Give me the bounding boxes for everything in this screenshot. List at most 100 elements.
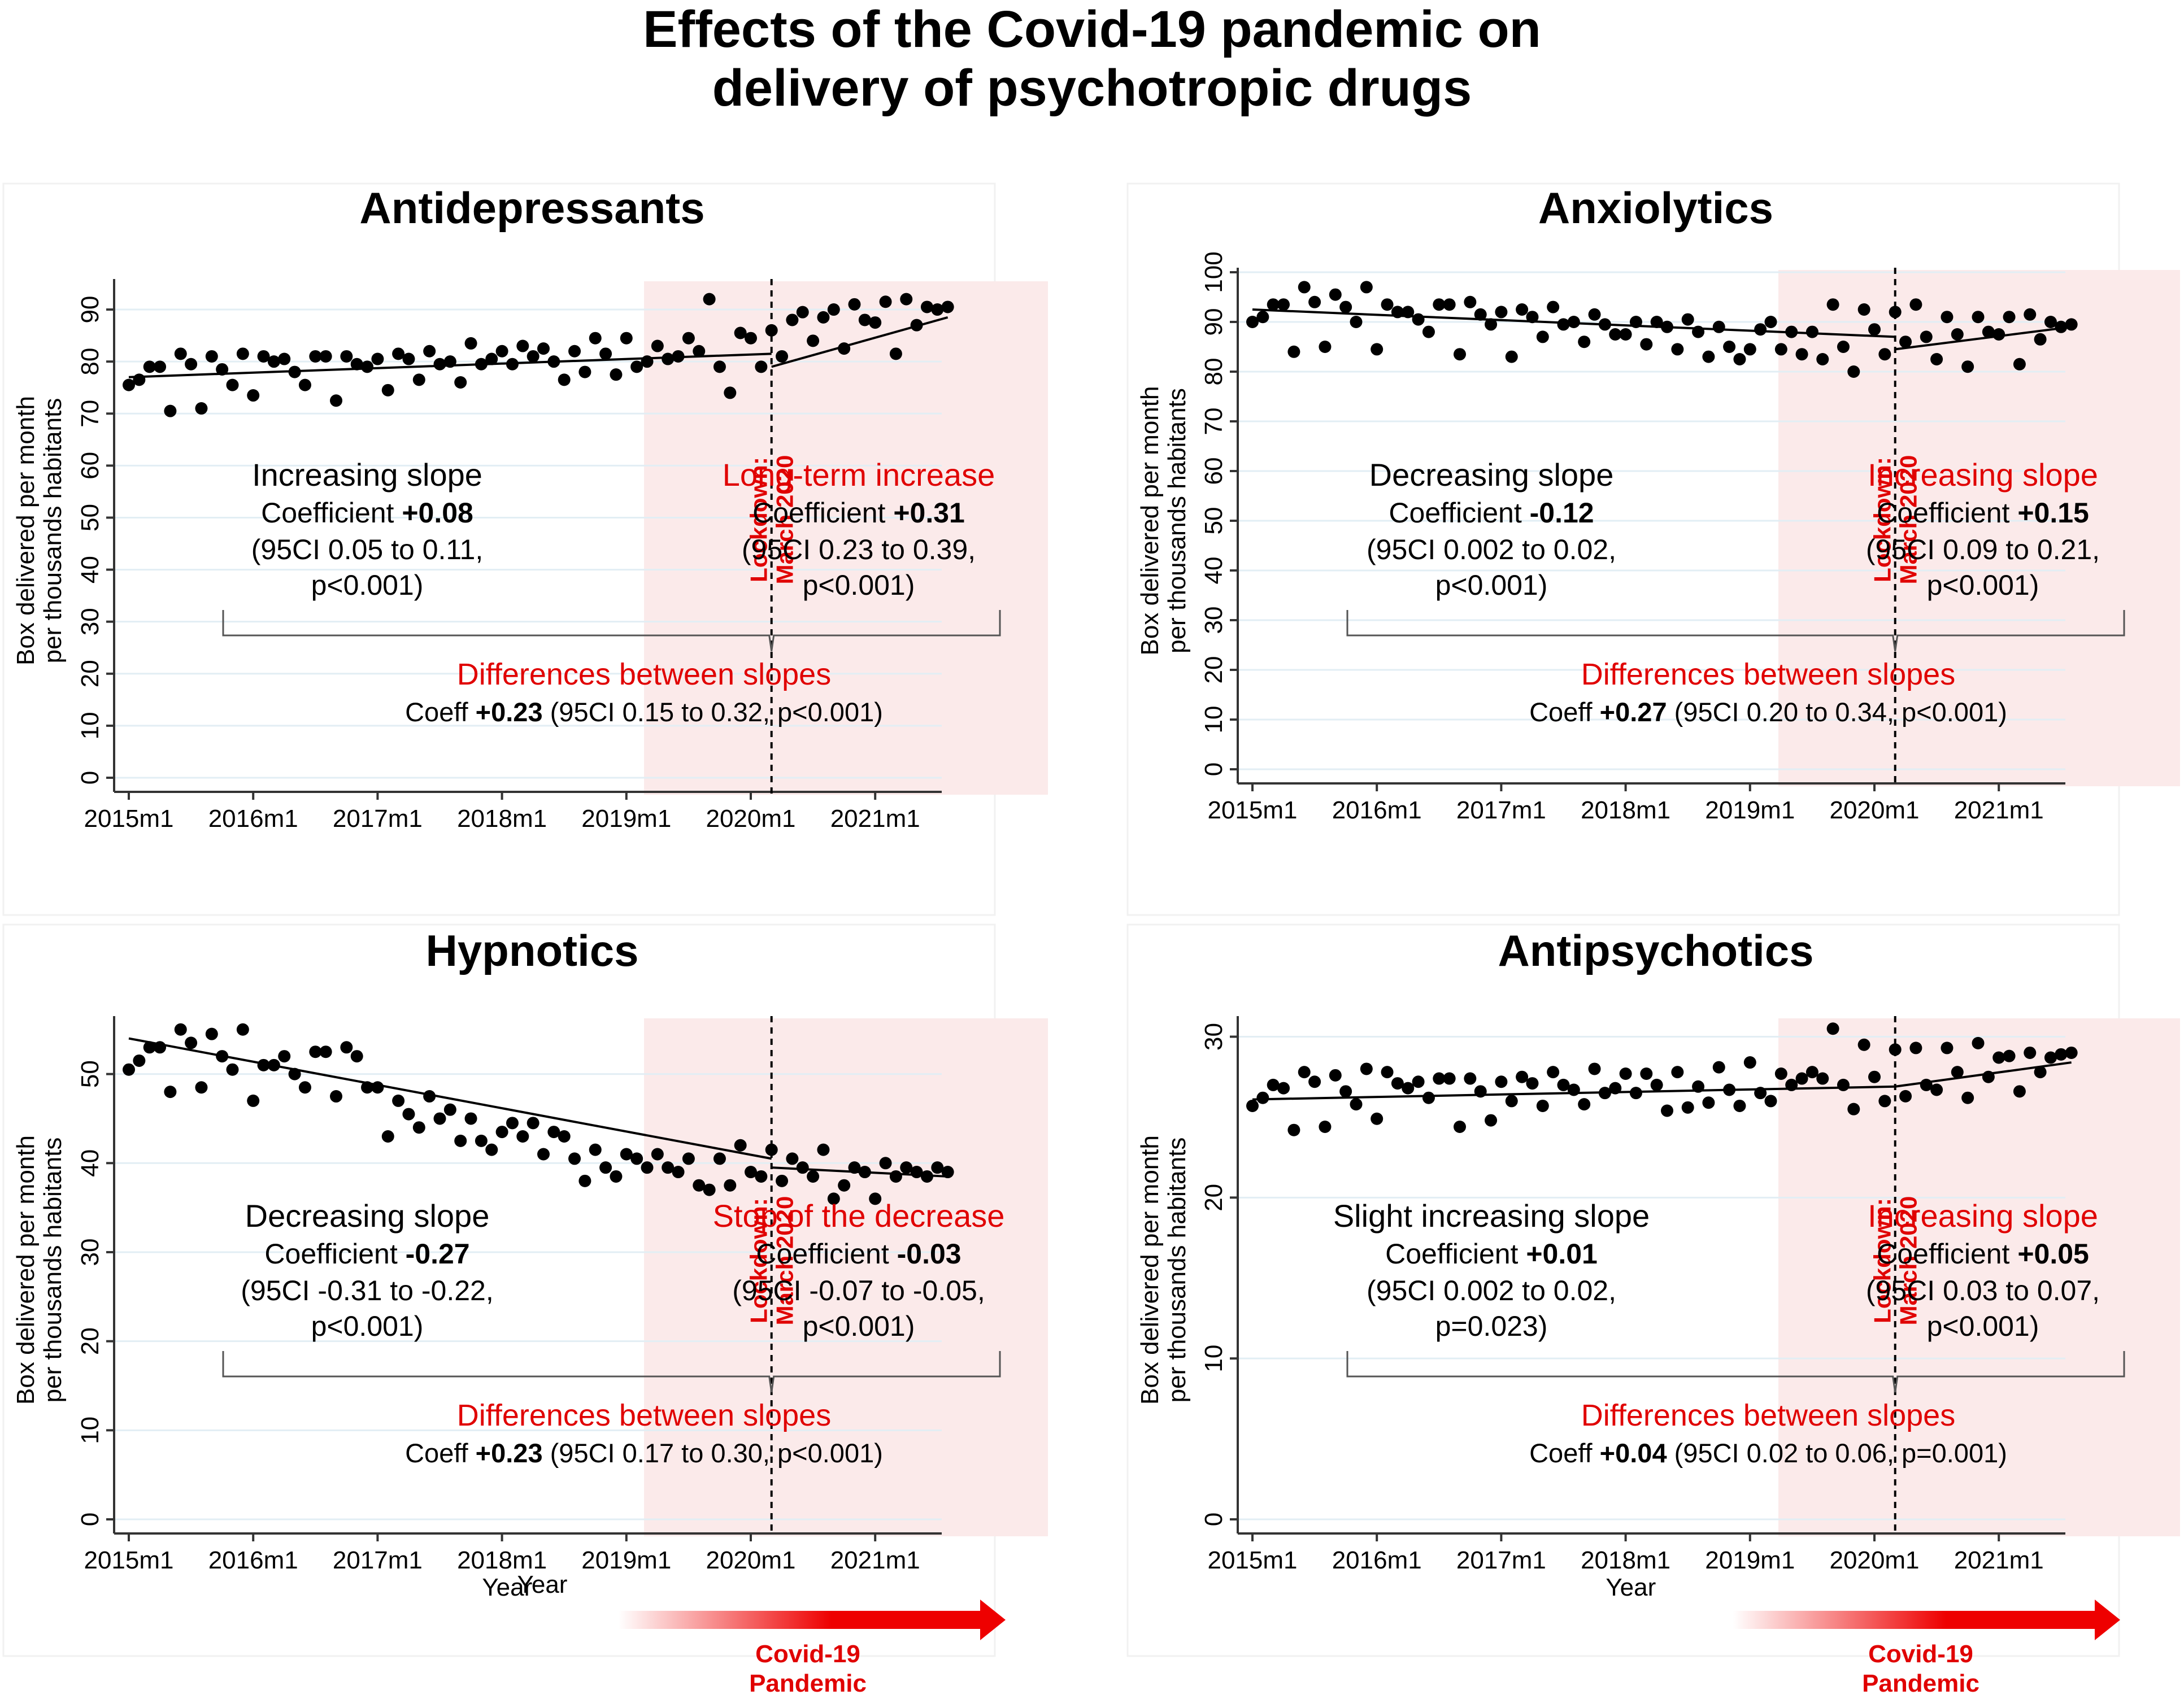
data-point (1909, 298, 1922, 311)
data-point (1764, 1095, 1777, 1108)
left-annotation-p: p=0.023) (1435, 1310, 1548, 1342)
data-point (1909, 1042, 1922, 1055)
slope-brace (1346, 610, 2125, 652)
data-point (1516, 1070, 1529, 1083)
right-annotation-ci: (95CI -0.07 to -0.05, (732, 1275, 985, 1306)
left-annotation-ci: (95CI -0.31 to -0.22, (241, 1275, 493, 1306)
data-point (2055, 320, 2068, 333)
data-point (1308, 1075, 1321, 1088)
chart-panel-1: 0 10 20 30 40 50 60 70 80 90 Box delivered per mon… (2, 182, 1048, 916)
data-point (589, 332, 602, 345)
x-tick-label: 2016m1 (208, 805, 298, 833)
data-point (1578, 1098, 1591, 1111)
data-point (1681, 313, 1694, 326)
data-point (330, 1090, 342, 1103)
data-point (236, 1023, 249, 1036)
x-tick-label: 2018m1 (1581, 796, 1670, 824)
data-point (1547, 1066, 1560, 1079)
data-point (247, 389, 260, 402)
data-point (1433, 298, 1446, 311)
data-point (1495, 306, 1508, 319)
data-point (1308, 295, 1321, 308)
data-point (713, 360, 726, 373)
data-point (195, 402, 208, 415)
data-point (1743, 343, 1756, 356)
data-point (827, 303, 840, 316)
left-annotation-coefficient: Coefficient -0.12 (1389, 497, 1594, 529)
slope-brace (1346, 1351, 2125, 1393)
data-point (433, 1112, 446, 1125)
data-point (1650, 316, 1663, 328)
right-annotation-title: Long-term increase (723, 457, 995, 493)
y-tick-label: 50 (1200, 507, 1228, 535)
slope-brace (222, 1351, 1001, 1393)
data-point (1774, 343, 1787, 356)
data-point (1961, 360, 1974, 373)
data-point (1454, 1120, 1466, 1133)
data-point (350, 1050, 363, 1063)
data-point (1422, 325, 1435, 338)
data-point (1516, 303, 1529, 316)
y-tick-label: 10 (1200, 1345, 1228, 1372)
data-point (1899, 335, 1912, 348)
data-point (610, 1170, 623, 1183)
trend-line-post (771, 1166, 948, 1178)
differences-value: Coeff +0.23 (95CI 0.17 to 0.30, p<0.001) (405, 1438, 883, 1468)
x-tick-label: 2017m1 (333, 805, 423, 833)
left-annotation-coefficient-part1: +0.08 (402, 497, 473, 529)
data-point (527, 1117, 540, 1130)
data-point (1422, 1091, 1435, 1104)
differences-value-part0: Coeff (405, 697, 476, 727)
data-point (164, 1086, 177, 1099)
data-point (1329, 288, 1342, 301)
data-point (879, 295, 892, 308)
data-point (1712, 320, 1725, 333)
data-point (827, 1192, 840, 1205)
right-annotation-p: p<0.001) (803, 1310, 915, 1342)
data-point (931, 1161, 944, 1174)
x-tick-label: 2019m1 (581, 805, 671, 833)
data-point (610, 368, 623, 381)
data-point (879, 1157, 892, 1170)
covid-arrow-left (619, 1600, 1006, 1640)
data-point (703, 293, 716, 306)
differences-value-part2: (95CI 0.17 to 0.30, p<0.001) (543, 1438, 883, 1468)
x-tick-label: 2015m1 (84, 1546, 173, 1574)
left-annotation-coefficient-part0: Coefficient (1385, 1238, 1526, 1270)
data-point (1454, 348, 1466, 361)
chart-panel-2: 0 10 20 30 40 50 60 70 80 90 100 Box delivered per … (1126, 182, 2180, 916)
differences-value: Coeff +0.27 (95CI 0.20 to 0.34, p<0.001) (1529, 697, 2007, 727)
y-axis-label-line2: per thousands habitants (1163, 388, 1191, 653)
data-point (475, 1134, 488, 1147)
data-point (578, 1174, 591, 1187)
data-point (123, 378, 135, 391)
x-tick-label: 2021m1 (1954, 1546, 2044, 1574)
data-point (2065, 1046, 2078, 1059)
data-point (2034, 333, 2047, 346)
post-lockdown-region (1778, 270, 2180, 786)
data-point (1806, 1066, 1818, 1079)
data-point (547, 1126, 560, 1139)
data-point (568, 1152, 581, 1165)
y-tick-label: 40 (1200, 557, 1228, 585)
right-annotation-coefficient: Coefficient +0.31 (752, 497, 965, 529)
data-point (174, 1023, 187, 1036)
lockdown-label-line2: March 2020 (772, 455, 798, 585)
differences-value-part1: +0.27 (1600, 697, 1667, 727)
data-point (817, 1143, 830, 1156)
data-point (1329, 1069, 1342, 1082)
x-tick-label: 2017m1 (1456, 1546, 1546, 1574)
data-point (1619, 1067, 1632, 1080)
data-point (1661, 1104, 1673, 1117)
data-point (298, 1081, 311, 1094)
data-point (1246, 1099, 1259, 1112)
left-annotation-coefficient-part0: Coefficient (264, 1238, 405, 1270)
data-point (1557, 318, 1570, 331)
data-point (858, 313, 871, 326)
x-tick-label: 2020m1 (1829, 1546, 1919, 1574)
data-point (1992, 328, 2005, 341)
data-point (2044, 316, 2057, 328)
y-tick-label: 30 (76, 1238, 104, 1266)
x-axis-label: Year (1606, 1574, 1656, 1601)
data-point (1941, 1042, 1954, 1055)
